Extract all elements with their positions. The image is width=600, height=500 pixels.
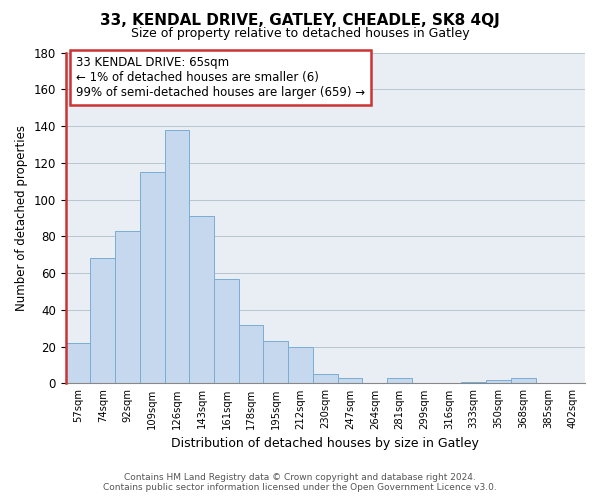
Text: Size of property relative to detached houses in Gatley: Size of property relative to detached ho… [131, 28, 469, 40]
Bar [288, 346, 313, 384]
Bar [190, 216, 214, 384]
Bar [65, 343, 91, 384]
Bar [214, 278, 239, 384]
Bar [91, 258, 115, 384]
Bar [461, 382, 486, 384]
Bar [486, 380, 511, 384]
Bar [313, 374, 338, 384]
X-axis label: Distribution of detached houses by size in Gatley: Distribution of detached houses by size … [172, 437, 479, 450]
Bar [338, 378, 362, 384]
Y-axis label: Number of detached properties: Number of detached properties [15, 125, 28, 311]
Bar [511, 378, 536, 384]
Bar [239, 324, 263, 384]
Bar [387, 378, 412, 384]
Text: Contains HM Land Registry data © Crown copyright and database right 2024.
Contai: Contains HM Land Registry data © Crown c… [103, 473, 497, 492]
Bar [164, 130, 190, 384]
Text: 33 KENDAL DRIVE: 65sqm
← 1% of detached houses are smaller (6)
99% of semi-detac: 33 KENDAL DRIVE: 65sqm ← 1% of detached … [76, 56, 365, 99]
Bar [263, 341, 288, 384]
Bar [140, 172, 164, 384]
Text: 33, KENDAL DRIVE, GATLEY, CHEADLE, SK8 4QJ: 33, KENDAL DRIVE, GATLEY, CHEADLE, SK8 4… [100, 12, 500, 28]
Bar [115, 231, 140, 384]
